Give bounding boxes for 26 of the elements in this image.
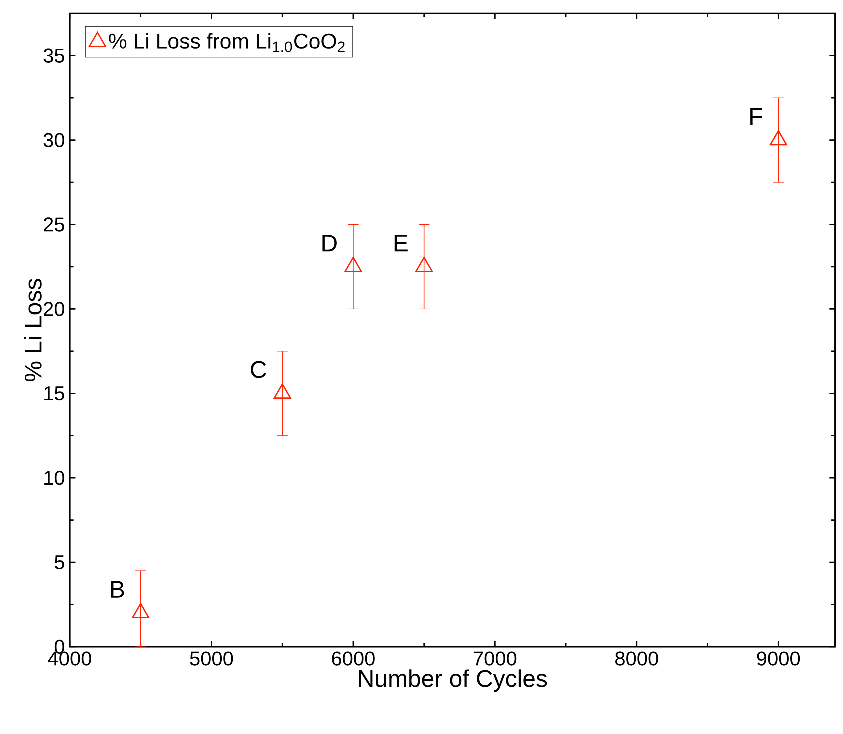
point bbox=[274, 384, 292, 399]
y-tick-label: 15 bbox=[44, 386, 64, 401]
y-tick-label: 30 bbox=[44, 133, 64, 148]
annotation: D bbox=[322, 235, 337, 252]
annotation: C bbox=[251, 361, 266, 378]
x-axis-title: Number of Cycles bbox=[359, 670, 548, 692]
x-tick-label: 6000 bbox=[332, 652, 375, 666]
annotation: B bbox=[111, 581, 124, 598]
x-tick-label: 9000 bbox=[757, 652, 800, 666]
point bbox=[416, 256, 434, 272]
point bbox=[770, 130, 788, 146]
x-tick-label: 8000 bbox=[616, 652, 658, 666]
y-axis-title: % Li Loss bbox=[24, 279, 42, 382]
annotation: E bbox=[394, 235, 408, 252]
y-tick-label: 5 bbox=[54, 556, 64, 570]
annotation: F bbox=[750, 108, 762, 125]
x-tick-label: 5000 bbox=[190, 652, 234, 666]
y-tick-label: 10 bbox=[44, 471, 64, 486]
x-tick-label: 4000 bbox=[48, 652, 92, 666]
y-tick-label: 35 bbox=[44, 48, 64, 63]
point bbox=[344, 256, 362, 272]
y-tick-label: 25 bbox=[44, 218, 64, 232]
legend-label: % Li Loss from Li$_{1.0}$CoO$_{2}$ bbox=[109, 33, 345, 52]
point bbox=[132, 603, 150, 619]
x-tick-label: 7000 bbox=[474, 652, 517, 666]
y-tick-label: 20 bbox=[44, 302, 64, 316]
